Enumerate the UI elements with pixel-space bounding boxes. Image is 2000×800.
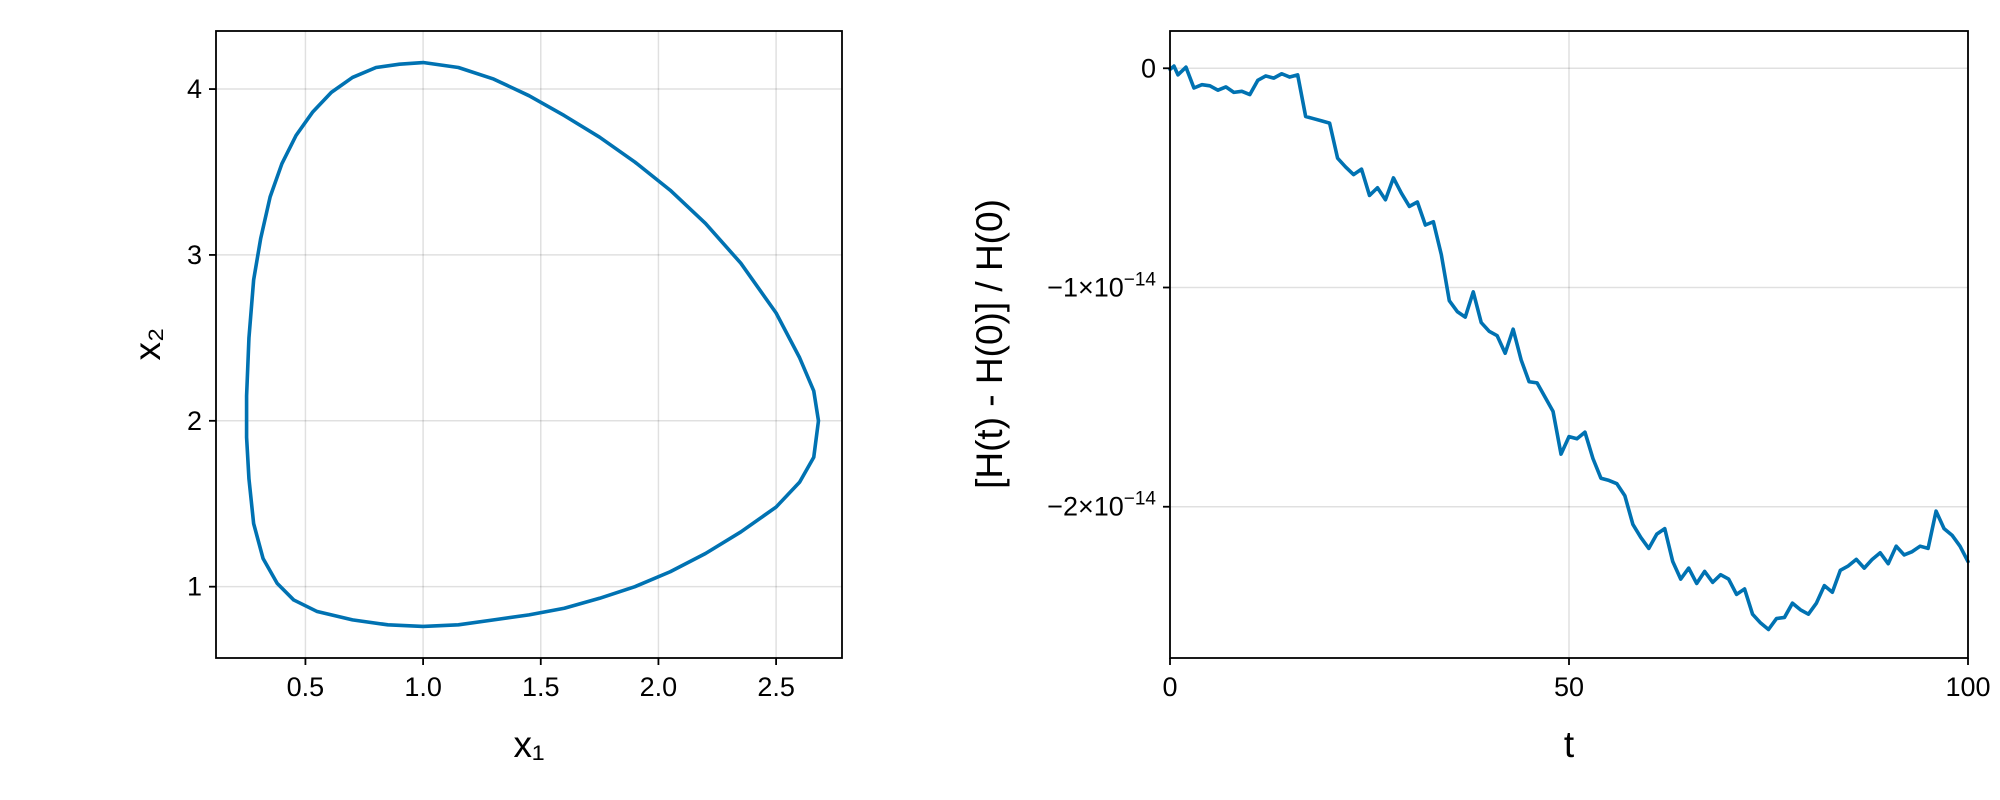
right-y-tick-label: −1×10−14 bbox=[1047, 270, 1156, 303]
right-x-axis-label: t bbox=[1564, 724, 1575, 765]
right-x-tick-label: 100 bbox=[1945, 672, 1990, 702]
left-gridlines bbox=[216, 31, 842, 658]
left-x-tick-label: 0.5 bbox=[287, 672, 325, 702]
right-x-tick-label: 50 bbox=[1554, 672, 1584, 702]
left-y-axis-label: x₂ bbox=[127, 328, 168, 361]
left-x-tick-label: 2.5 bbox=[757, 672, 795, 702]
left-y-tick-label: 4 bbox=[187, 74, 202, 104]
energy-error-panel: 0 50 100 0 −1×10−14 −2×10−14 t [H(t) - H(0)] … bbox=[969, 30, 1991, 765]
left-ticks: 0.5 1.0 1.5 2.0 2.5 1 2 3 4 bbox=[187, 74, 795, 702]
right-y-tick-label: −2×10−14 bbox=[1047, 489, 1156, 522]
left-plot-frame bbox=[215, 30, 843, 659]
right-y-tick-label: 0 bbox=[1141, 53, 1156, 83]
left-x-tick-label: 2.0 bbox=[640, 672, 678, 702]
right-x-tick-label: 0 bbox=[1162, 672, 1177, 702]
left-x-axis-label: x₁ bbox=[514, 724, 545, 765]
left-x-tick-label: 1.0 bbox=[404, 672, 442, 702]
right-ticks: 0 50 100 0 −1×10−14 −2×10−14 bbox=[1047, 53, 1990, 702]
right-y-axis-label: [H(t) - H(0)] / H(0) bbox=[969, 199, 1010, 489]
phase-orbit-line bbox=[244, 60, 821, 629]
left-y-tick-label: 2 bbox=[187, 406, 202, 436]
energy-error-line bbox=[1168, 64, 1970, 632]
left-y-tick-label: 1 bbox=[187, 572, 202, 602]
left-y-tick-label: 3 bbox=[187, 240, 202, 270]
left-x-tick-label: 1.5 bbox=[522, 672, 560, 702]
phase-portrait-panel: 0.5 1.0 1.5 2.0 2.5 1 2 3 4 x₁ x₂ bbox=[127, 30, 843, 765]
